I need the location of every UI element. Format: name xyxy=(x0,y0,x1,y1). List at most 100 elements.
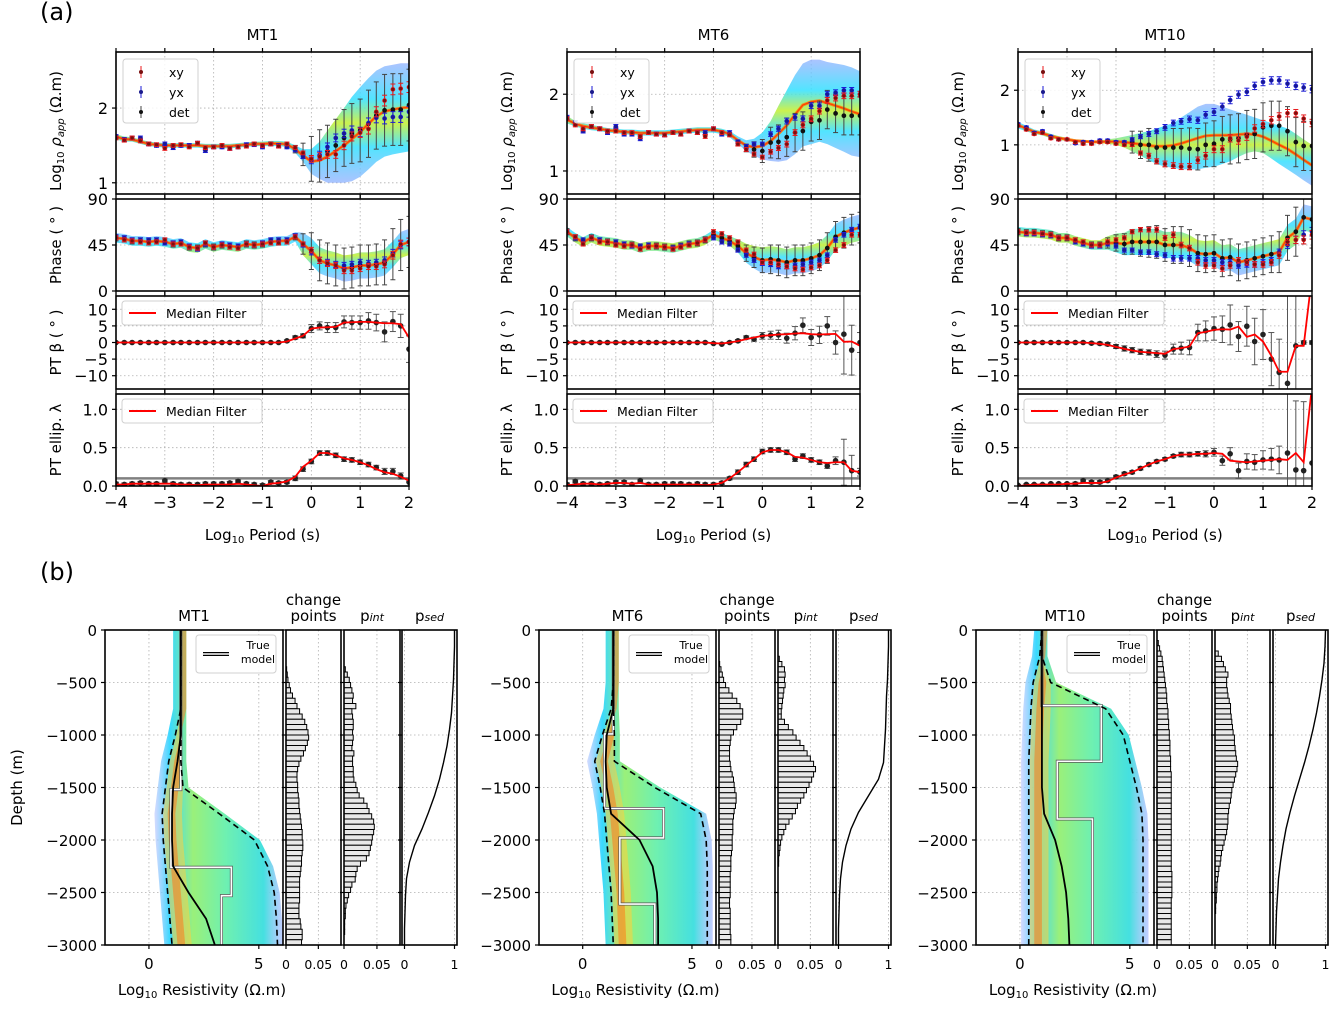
ylabel-part: (Ω.m) xyxy=(47,71,65,118)
yx-point xyxy=(1162,125,1168,130)
xy-point xyxy=(268,240,274,246)
histogram-bar xyxy=(1214,734,1235,741)
histogram-bar xyxy=(285,771,298,778)
det-point xyxy=(1121,241,1127,247)
xy-point xyxy=(146,240,152,246)
histogram-bar xyxy=(1214,671,1229,678)
y-tick-label: 0.0 xyxy=(534,477,559,496)
xy-point xyxy=(251,242,257,248)
plot-area xyxy=(116,199,409,291)
xy-point xyxy=(341,143,347,148)
xy-point xyxy=(727,235,732,241)
xy-point xyxy=(678,244,684,250)
x-tick-label: 5 xyxy=(687,955,697,973)
xy-point xyxy=(670,130,676,135)
histogram-bar xyxy=(1156,745,1171,752)
title-sub: int xyxy=(1240,611,1255,624)
xlabel-part: 10 xyxy=(145,990,158,1001)
histogram-bar xyxy=(1156,918,1172,925)
histogram-bar xyxy=(1214,750,1237,757)
x-tick-label: 0 xyxy=(774,957,782,972)
histogram-bar xyxy=(1156,865,1172,872)
xy-point xyxy=(1227,263,1233,268)
y-tick-label: 2 xyxy=(1000,81,1010,100)
legend-true-label-1: True xyxy=(1116,639,1141,652)
histogram-bar xyxy=(718,928,731,935)
xy-point xyxy=(268,141,274,147)
yx-point xyxy=(613,124,619,129)
histogram-bar xyxy=(1214,745,1236,752)
det-point xyxy=(841,113,847,119)
histogram-bar xyxy=(285,703,298,710)
y-tick-label: 10 xyxy=(539,300,559,319)
beta-ylabel: PT β ( ° ) xyxy=(949,309,967,375)
xy-point xyxy=(1105,239,1111,245)
y-tick-label: 1 xyxy=(549,162,559,181)
y-tick-label: −2000 xyxy=(917,832,968,850)
det-point xyxy=(784,134,790,140)
p95-line xyxy=(1041,630,1144,945)
det-point xyxy=(1227,254,1233,260)
xy-point xyxy=(195,140,200,146)
subplot-title: MT6 xyxy=(612,607,644,625)
xy-point xyxy=(1211,146,1217,152)
xy-point xyxy=(702,134,708,139)
histogram-bar xyxy=(343,745,353,752)
yx-point xyxy=(1211,109,1217,115)
histogram-bar xyxy=(343,802,368,809)
histogram-bar xyxy=(343,687,353,694)
yx-point xyxy=(849,88,855,93)
det-point xyxy=(792,257,798,263)
yx-point xyxy=(1138,134,1143,140)
xy-point xyxy=(719,231,725,237)
yx-point xyxy=(1138,249,1143,255)
xy-point xyxy=(572,234,578,240)
xy-point xyxy=(1187,245,1192,251)
histogram-bar xyxy=(718,934,732,941)
y-tick-label: −1000 xyxy=(480,727,531,745)
yx-point xyxy=(833,90,838,96)
xy-point xyxy=(678,131,684,137)
median-filter-line xyxy=(1018,296,1311,373)
xy-point xyxy=(1211,263,1217,268)
det-point xyxy=(735,243,741,249)
yx-point xyxy=(162,141,168,147)
xy-point xyxy=(686,242,692,248)
histogram-bar xyxy=(718,745,731,752)
histogram-bar xyxy=(285,802,300,809)
histogram-bar xyxy=(1156,729,1170,736)
histogram-bar xyxy=(777,671,786,678)
det-point xyxy=(824,245,830,251)
histogram-bar xyxy=(718,886,731,893)
y-tick-label: 0 xyxy=(521,622,531,640)
histogram-bar xyxy=(1156,834,1172,841)
histogram-bar xyxy=(285,787,299,794)
histogram-bar xyxy=(718,881,731,888)
det-point xyxy=(1203,142,1209,148)
yx-point xyxy=(1211,257,1217,263)
y-tick-label: 90 xyxy=(990,190,1010,209)
p-sed-axes: 0 1 psed xyxy=(832,607,892,972)
histogram-bar xyxy=(1214,855,1222,862)
histogram-bar xyxy=(718,708,744,715)
histogram-bar xyxy=(1156,676,1166,683)
xy-point xyxy=(1056,137,1062,142)
x-tick-label: 0.05 xyxy=(304,957,332,972)
histogram-bar xyxy=(1156,928,1172,935)
legend-box xyxy=(572,300,714,326)
xy-point xyxy=(382,98,387,103)
pt-point xyxy=(1284,450,1291,456)
xy-point xyxy=(1072,237,1078,243)
histogram-bar xyxy=(285,923,302,930)
xy-point xyxy=(1048,135,1054,141)
x-tick-label: 0 xyxy=(1209,493,1219,512)
lambda-ylabel: PT ellip. λ xyxy=(949,404,967,477)
histogram-bar xyxy=(1214,834,1226,841)
y-tick-label: 1.0 xyxy=(985,400,1010,419)
xy-point xyxy=(824,257,830,263)
xy-point xyxy=(768,260,773,265)
histogram-bar xyxy=(718,813,734,820)
xy-point xyxy=(1260,121,1266,127)
y-tick-label: 0.5 xyxy=(985,439,1010,458)
xy-point xyxy=(1219,146,1225,152)
